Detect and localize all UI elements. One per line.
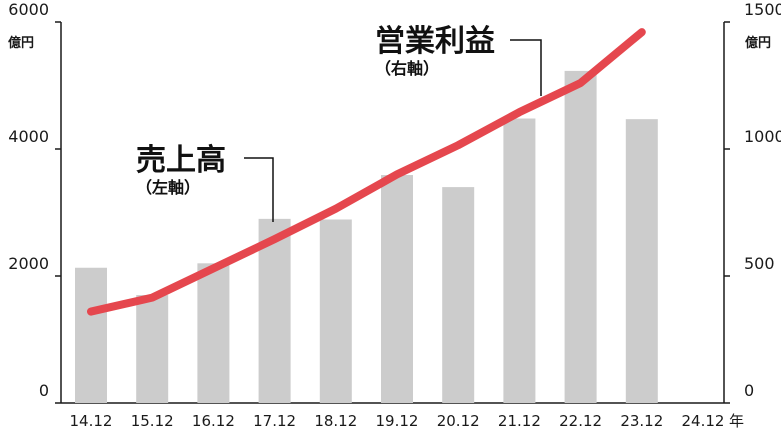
sales-bar	[258, 218, 291, 403]
x-tick-label: 22.12	[559, 412, 602, 430]
left-tick-label: 4000	[8, 127, 49, 146]
sales-bar	[136, 295, 169, 403]
sales-series-label: 売上高	[136, 143, 226, 178]
right-tick-label: 1500	[744, 0, 781, 19]
x-tick-label: 16.12	[192, 412, 235, 430]
sales-leader-line	[244, 157, 274, 222]
sales-bar	[75, 267, 107, 403]
sales-series-note: （左軸）	[136, 178, 200, 197]
x-tick-label: 19.12	[376, 412, 419, 430]
x-tick-label: 20.12	[437, 412, 480, 430]
x-tick-label: 15.12	[131, 412, 174, 430]
x-tick-label: 18.12	[314, 412, 357, 430]
left-tick-label: 2000	[8, 254, 49, 273]
x-tick-label: 23.12	[620, 412, 663, 430]
x-axis-ticks: 14.12 15.12 16.12 17.12 18.12 19.12 20.12 21.12…	[70, 412, 744, 430]
sales-bars	[75, 70, 658, 404]
right-axis-ticks: 0 500 1000 1500	[724, 0, 781, 404]
x-tick-label: 24.12	[682, 412, 725, 430]
left-axis-ticks: 0 2000 4000 6000	[8, 0, 61, 404]
right-axis-unit: 億円	[745, 35, 771, 51]
sales-bar	[625, 119, 658, 403]
x-tick-label: 21.12	[498, 412, 541, 430]
profit-leader-line	[510, 39, 542, 96]
left-tick-label: 6000	[8, 0, 49, 19]
sales-bar	[197, 263, 230, 403]
sales-bar	[381, 175, 413, 403]
right-tick-label: 1000	[744, 127, 781, 146]
profit-series-label: 営業利益	[375, 24, 495, 59]
right-tick-label: 0	[744, 381, 754, 400]
x-tick-label: 17.12	[253, 412, 296, 430]
left-tick-label: 0	[39, 381, 49, 400]
sales-bar	[503, 118, 536, 404]
left-axis-unit: 億円	[8, 35, 34, 51]
x-axis-suffix: 年	[729, 412, 744, 430]
profit-line	[87, 28, 646, 316]
profit-series-note: （右軸）	[375, 59, 439, 78]
x-tick-label: 14.12	[70, 412, 113, 430]
profit-line-layer	[87, 28, 646, 316]
sales-bar	[564, 70, 597, 404]
sales-bar	[442, 187, 475, 403]
sales-bar	[319, 219, 352, 403]
right-tick-label: 500	[744, 254, 775, 273]
